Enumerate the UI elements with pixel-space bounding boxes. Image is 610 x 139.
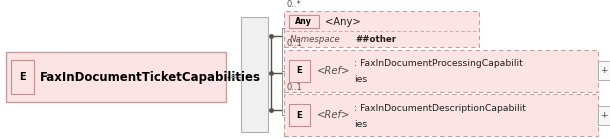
Text: : FaxInDocumentDescriptionCapabilit: : FaxInDocumentDescriptionCapabilit bbox=[354, 104, 526, 113]
FancyBboxPatch shape bbox=[241, 17, 268, 132]
Text: 0..*: 0..* bbox=[287, 0, 301, 9]
FancyBboxPatch shape bbox=[284, 11, 479, 47]
Text: E: E bbox=[296, 111, 303, 120]
Text: E: E bbox=[20, 72, 26, 82]
Text: <Any>: <Any> bbox=[325, 17, 361, 27]
Text: ##other: ##other bbox=[356, 35, 396, 44]
FancyBboxPatch shape bbox=[289, 60, 310, 81]
FancyBboxPatch shape bbox=[289, 104, 310, 126]
FancyBboxPatch shape bbox=[6, 52, 226, 102]
FancyBboxPatch shape bbox=[11, 60, 34, 94]
Text: Namespace: Namespace bbox=[290, 35, 340, 44]
Text: 0..1: 0..1 bbox=[287, 39, 303, 48]
Text: E: E bbox=[296, 66, 303, 75]
FancyBboxPatch shape bbox=[598, 61, 610, 80]
FancyBboxPatch shape bbox=[598, 106, 610, 125]
Text: +: + bbox=[600, 111, 608, 120]
Text: =: = bbox=[229, 72, 237, 82]
Text: : FaxInDocumentProcessingCapabilit: : FaxInDocumentProcessingCapabilit bbox=[354, 59, 523, 68]
Text: FaxInDocumentTicketCapabilities: FaxInDocumentTicketCapabilities bbox=[40, 71, 260, 84]
Text: +: + bbox=[600, 66, 608, 75]
FancyBboxPatch shape bbox=[284, 94, 598, 136]
Text: ies: ies bbox=[354, 120, 368, 129]
FancyBboxPatch shape bbox=[284, 49, 598, 92]
FancyBboxPatch shape bbox=[289, 15, 319, 28]
Text: Any: Any bbox=[295, 17, 312, 26]
Text: 0..1: 0..1 bbox=[287, 83, 303, 92]
Text: <Ref>: <Ref> bbox=[317, 110, 350, 120]
Text: <Ref>: <Ref> bbox=[317, 66, 350, 76]
Text: ies: ies bbox=[354, 75, 368, 84]
